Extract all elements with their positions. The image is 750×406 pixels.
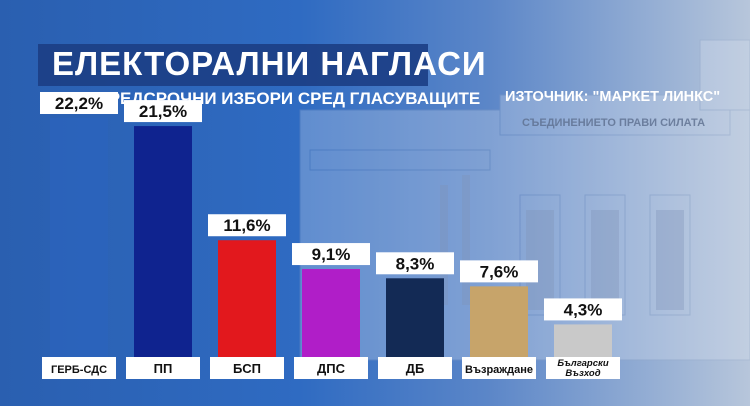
source-label: ИЗТОЧНИК: "МАРКЕТ ЛИНКС" <box>505 89 721 105</box>
category-label-3: ДПС <box>317 361 346 376</box>
category-label-5: Възраждане <box>465 364 533 376</box>
category-label-4: ДБ <box>406 361 425 376</box>
value-label-0: 22,2% <box>55 94 103 113</box>
category-label-box-5 <box>462 357 536 379</box>
category-label-box-2 <box>210 357 284 379</box>
bar-2 <box>218 240 276 374</box>
category-label-box-6 <box>546 357 620 379</box>
value-label-3: 9,1% <box>312 245 351 264</box>
category-label-box-3 <box>294 357 368 379</box>
value-label-2: 11,6% <box>223 216 270 235</box>
bar-1 <box>134 126 192 374</box>
category-label-1: ПП <box>154 361 173 376</box>
value-label-box-6 <box>544 298 622 321</box>
category-label-box-4 <box>378 357 452 379</box>
chart-title: ЕЛЕКТОРАЛНИ НАГЛАСИ <box>52 45 487 82</box>
value-label-box-0 <box>40 92 118 114</box>
value-label-box-2 <box>208 214 286 237</box>
value-label-box-1 <box>124 100 202 123</box>
value-label-1: 21,5% <box>139 102 187 121</box>
value-label-4: 8,3% <box>396 254 435 273</box>
category-label-box-0 <box>42 357 116 379</box>
value-label-6: 4,3% <box>564 300 603 319</box>
value-label-box-5 <box>460 260 538 283</box>
bar-0 <box>50 118 108 374</box>
svg-text:СЪЕДИНЕНИЕТО ПРАВИ СИЛАТА: СЪЕДИНЕНИЕТО ПРАВИ СИЛАТА <box>522 117 705 129</box>
category-label-0: ГЕРБ-СДС <box>51 364 107 376</box>
value-label-box-3 <box>292 243 370 266</box>
category-label-6-line-1: Възход <box>565 368 600 379</box>
category-label-box-1 <box>126 357 200 379</box>
category-label-2: БСП <box>233 361 261 376</box>
value-label-box-4 <box>376 252 454 275</box>
bar-3 <box>302 269 360 374</box>
value-label-5: 7,6% <box>480 262 519 281</box>
title-bar <box>38 44 428 86</box>
category-label-6-line-0: Български <box>557 358 608 369</box>
